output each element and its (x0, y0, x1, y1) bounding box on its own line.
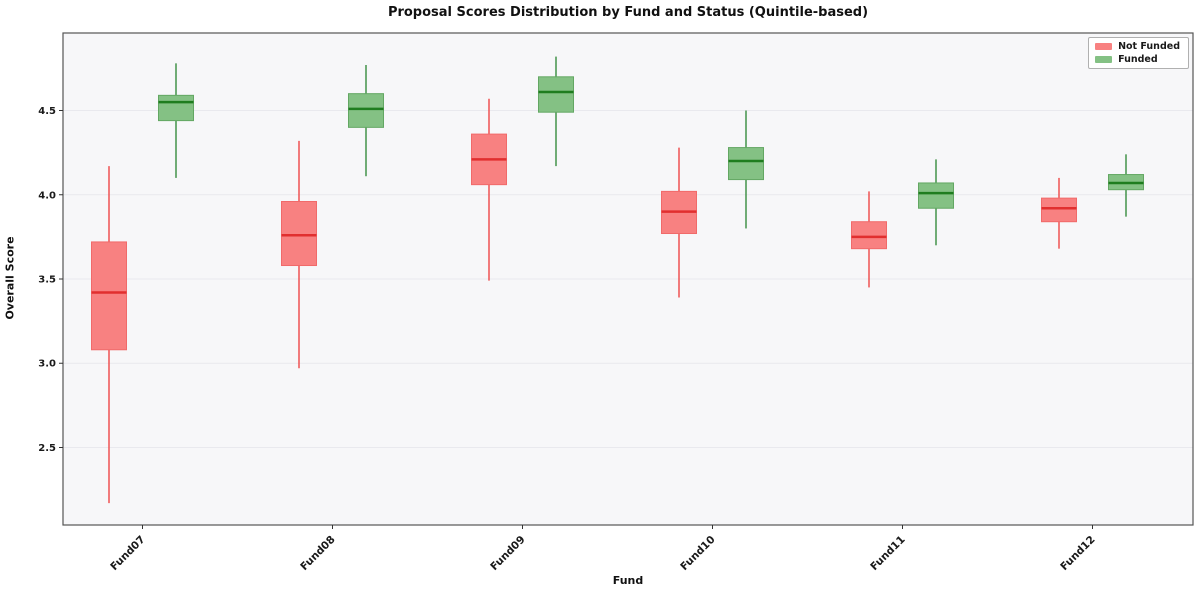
svg-text:Fund07: Fund07 (108, 534, 147, 573)
svg-text:4.0: 4.0 (38, 190, 56, 201)
svg-text:4.5: 4.5 (38, 106, 56, 117)
legend-label-not-funded: Not Funded (1118, 41, 1180, 52)
svg-text:Fund08: Fund08 (298, 534, 337, 573)
chart-title: Proposal Scores Distribution by Fund and… (387, 5, 869, 20)
funded-swatch-icon (1095, 55, 1113, 63)
svg-text:Fund09: Fund09 (488, 534, 527, 573)
svg-text:3.5: 3.5 (38, 275, 56, 286)
svg-text:Fund10: Fund10 (678, 534, 717, 573)
y-axis-label: Overall Score (3, 236, 17, 320)
legend-item-not-funded: Not Funded (1095, 42, 1180, 52)
legend: Not Funded Funded (1088, 37, 1189, 69)
legend-label-funded: Funded (1118, 53, 1158, 65)
svg-text:3.0: 3.0 (38, 359, 56, 370)
x-axis-label: Fund (612, 574, 644, 587)
svg-text:Fund12: Fund12 (1058, 534, 1097, 573)
svg-text:2.5: 2.5 (38, 443, 56, 454)
svg-text:Fund11: Fund11 (868, 534, 907, 573)
legend-item-funded: Funded (1095, 53, 1180, 65)
not-funded-swatch-icon (1095, 43, 1113, 51)
